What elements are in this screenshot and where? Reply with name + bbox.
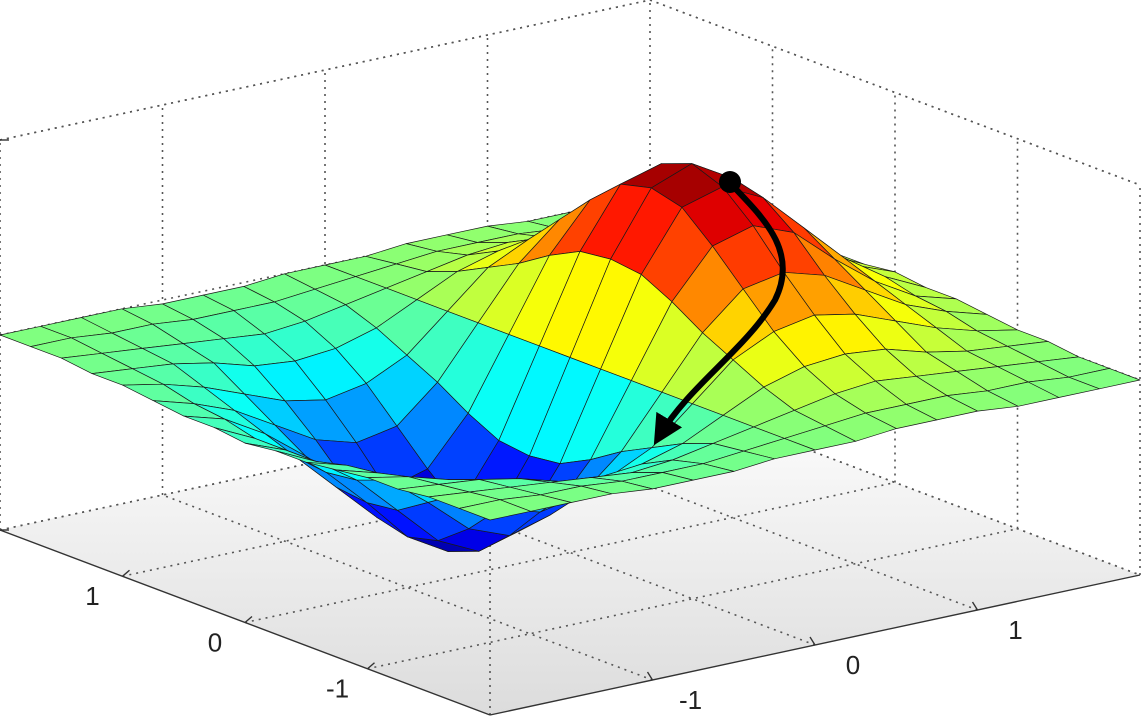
grid-line bbox=[649, 0, 1141, 186]
floor bbox=[0, 390, 1140, 715]
annotation bbox=[653, 171, 786, 446]
grid-line bbox=[367, 527, 1018, 670]
y-tick bbox=[122, 569, 130, 577]
x-tick bbox=[971, 601, 979, 611]
y-tick-label: 0 bbox=[208, 627, 222, 657]
y-tick bbox=[367, 662, 375, 670]
gradient-arrow bbox=[653, 180, 786, 446]
grid-line bbox=[244, 481, 896, 624]
y-tick-label: 1 bbox=[85, 581, 99, 611]
x-tick-label: -1 bbox=[679, 685, 702, 715]
x-tick bbox=[646, 671, 654, 681]
y-tick-label: -1 bbox=[326, 674, 349, 704]
x-tick bbox=[809, 636, 816, 646]
x-tick-label: 0 bbox=[846, 650, 860, 680]
grid-line bbox=[0, 0, 651, 141]
x-tick-label: 1 bbox=[1008, 615, 1022, 645]
surface bbox=[0, 163, 1141, 552]
y-tick bbox=[244, 615, 253, 624]
surface-patch bbox=[459, 499, 531, 521]
start-point bbox=[719, 171, 741, 193]
